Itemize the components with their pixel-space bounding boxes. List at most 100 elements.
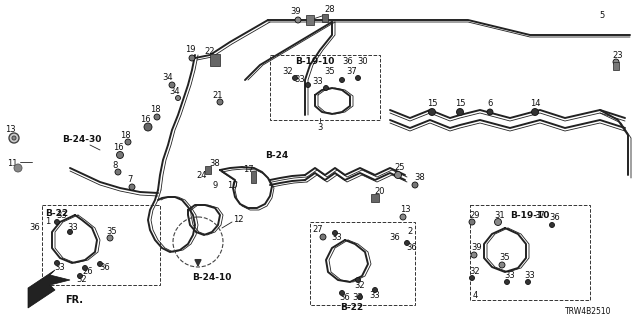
- Text: 18: 18: [150, 106, 160, 115]
- Text: 15: 15: [455, 99, 465, 108]
- Circle shape: [115, 169, 121, 175]
- Text: 15: 15: [427, 99, 437, 108]
- Circle shape: [470, 276, 474, 281]
- Text: 38: 38: [415, 173, 426, 182]
- Circle shape: [9, 133, 19, 143]
- Text: 36: 36: [550, 213, 561, 222]
- Circle shape: [116, 151, 124, 158]
- Text: 11: 11: [7, 158, 17, 167]
- Circle shape: [292, 76, 298, 81]
- Circle shape: [129, 184, 135, 190]
- Text: 33: 33: [332, 234, 342, 243]
- Circle shape: [404, 241, 410, 245]
- Text: 33: 33: [525, 270, 536, 279]
- Text: 8: 8: [112, 161, 118, 170]
- Text: 3: 3: [317, 124, 323, 132]
- Circle shape: [613, 59, 619, 65]
- Text: 30: 30: [358, 58, 368, 67]
- Bar: [306, 15, 314, 25]
- Circle shape: [525, 279, 531, 284]
- Text: 35: 35: [107, 228, 117, 236]
- Text: 27: 27: [313, 226, 323, 235]
- Text: 36: 36: [390, 234, 401, 243]
- Text: 29: 29: [470, 211, 480, 220]
- Text: B-19-10: B-19-10: [510, 211, 549, 220]
- Text: 36: 36: [406, 243, 417, 252]
- Circle shape: [320, 234, 326, 240]
- Text: B-22: B-22: [45, 209, 68, 218]
- Circle shape: [355, 76, 360, 81]
- Bar: [613, 62, 619, 70]
- Text: B-19-10: B-19-10: [295, 58, 334, 67]
- Circle shape: [217, 99, 223, 105]
- Text: FR.: FR.: [65, 295, 83, 305]
- Circle shape: [531, 108, 538, 116]
- Text: 16: 16: [140, 116, 150, 124]
- Text: 33: 33: [353, 293, 364, 302]
- Text: 36: 36: [100, 263, 110, 273]
- Circle shape: [97, 261, 102, 267]
- Bar: [322, 14, 328, 22]
- Text: 33: 33: [370, 291, 380, 300]
- Text: 12: 12: [233, 215, 243, 225]
- Text: 32: 32: [77, 276, 87, 284]
- Text: 28: 28: [324, 5, 335, 14]
- Text: 32: 32: [355, 281, 365, 290]
- Text: B-22: B-22: [340, 303, 364, 313]
- Circle shape: [339, 291, 344, 295]
- Circle shape: [358, 294, 362, 300]
- Circle shape: [107, 235, 113, 241]
- Text: 16: 16: [113, 143, 124, 153]
- Text: 33: 33: [312, 77, 323, 86]
- Text: 24: 24: [196, 171, 207, 180]
- Text: 10: 10: [227, 180, 237, 189]
- Text: 34: 34: [163, 74, 173, 83]
- Circle shape: [471, 252, 477, 258]
- Text: 31: 31: [495, 211, 506, 220]
- Circle shape: [400, 214, 406, 220]
- Circle shape: [83, 266, 88, 270]
- Text: 19: 19: [185, 45, 195, 54]
- Circle shape: [339, 77, 344, 83]
- Circle shape: [144, 123, 152, 131]
- Text: 13: 13: [400, 205, 410, 214]
- Text: 26: 26: [83, 268, 93, 276]
- Text: 20: 20: [375, 188, 385, 196]
- Circle shape: [295, 17, 301, 23]
- Text: 36: 36: [342, 58, 353, 67]
- Text: B-24-30: B-24-30: [62, 135, 101, 145]
- Circle shape: [394, 172, 401, 179]
- Bar: [371, 194, 379, 202]
- Text: 38: 38: [210, 158, 220, 167]
- Circle shape: [429, 108, 435, 116]
- Polygon shape: [28, 270, 70, 308]
- Text: 13: 13: [4, 125, 15, 134]
- Circle shape: [499, 262, 505, 268]
- Bar: [42, 205, 160, 285]
- Text: 34: 34: [170, 87, 180, 97]
- Bar: [310, 222, 415, 305]
- Text: 1: 1: [45, 218, 51, 227]
- Text: 35: 35: [324, 68, 335, 76]
- Text: 36: 36: [340, 293, 350, 302]
- Text: 6: 6: [487, 99, 493, 108]
- Circle shape: [175, 95, 180, 100]
- Text: 21: 21: [212, 91, 223, 100]
- Bar: [250, 171, 255, 183]
- Text: 33: 33: [68, 223, 78, 233]
- Circle shape: [323, 85, 328, 91]
- Text: 32: 32: [470, 268, 480, 276]
- Text: 37: 37: [534, 211, 545, 220]
- Circle shape: [67, 229, 72, 235]
- Bar: [205, 166, 211, 174]
- Text: 4: 4: [472, 291, 477, 300]
- Circle shape: [550, 222, 554, 228]
- Text: 17: 17: [243, 165, 253, 174]
- Text: 39: 39: [472, 244, 483, 252]
- Text: 2: 2: [408, 228, 413, 236]
- Text: 14: 14: [530, 99, 540, 108]
- Text: 33: 33: [504, 270, 515, 279]
- Circle shape: [456, 108, 463, 116]
- Circle shape: [125, 139, 131, 145]
- Circle shape: [372, 287, 378, 292]
